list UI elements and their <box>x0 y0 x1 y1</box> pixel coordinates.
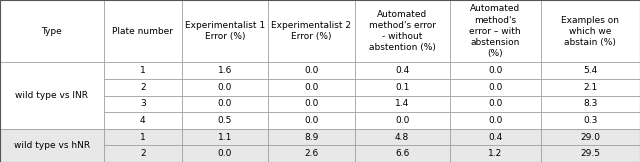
Text: 0.5: 0.5 <box>218 116 232 125</box>
Text: 0.0: 0.0 <box>218 83 232 92</box>
Bar <box>541 96 640 112</box>
Bar <box>355 96 450 112</box>
Bar <box>0 62 104 129</box>
Text: 29.5: 29.5 <box>580 149 600 158</box>
Bar <box>541 62 640 79</box>
Bar <box>450 112 541 129</box>
Bar <box>0 0 104 62</box>
Text: 29.0: 29.0 <box>580 133 600 142</box>
Text: 0.4: 0.4 <box>488 133 502 142</box>
Text: Type: Type <box>42 27 62 36</box>
Text: 3: 3 <box>140 99 145 108</box>
Bar <box>182 96 268 112</box>
Bar <box>541 0 640 62</box>
Bar <box>355 62 450 79</box>
Bar <box>355 79 450 96</box>
Bar <box>104 62 182 79</box>
Bar <box>541 79 640 96</box>
Text: 0.3: 0.3 <box>583 116 598 125</box>
Text: 1.4: 1.4 <box>395 99 410 108</box>
Bar <box>104 96 182 112</box>
Text: 4: 4 <box>140 116 145 125</box>
Bar <box>268 79 355 96</box>
Text: Examples on
which we
abstain (%): Examples on which we abstain (%) <box>561 16 620 47</box>
Bar <box>355 129 450 145</box>
Bar <box>450 62 541 79</box>
Text: 1.6: 1.6 <box>218 66 232 75</box>
Text: Experimentalist 1
Error (%): Experimentalist 1 Error (%) <box>185 21 265 41</box>
Text: 0.1: 0.1 <box>395 83 410 92</box>
Text: 0.0: 0.0 <box>304 116 319 125</box>
Bar <box>104 129 182 145</box>
Text: 0.0: 0.0 <box>218 99 232 108</box>
Text: 2: 2 <box>140 149 145 158</box>
Bar <box>268 129 355 145</box>
Bar <box>104 145 182 162</box>
Text: 5.4: 5.4 <box>583 66 597 75</box>
Bar <box>450 96 541 112</box>
Text: 0.0: 0.0 <box>218 149 232 158</box>
Bar <box>268 0 355 62</box>
Text: 0.0: 0.0 <box>488 83 502 92</box>
Bar <box>182 62 268 79</box>
Text: 0.0: 0.0 <box>488 116 502 125</box>
Bar <box>450 0 541 62</box>
Bar <box>450 145 541 162</box>
Bar <box>182 129 268 145</box>
Text: 0.0: 0.0 <box>395 116 410 125</box>
Text: Automated
method's
error – with
abstension
(%): Automated method's error – with abstensi… <box>469 5 521 58</box>
Bar <box>182 112 268 129</box>
Bar <box>450 129 541 145</box>
Bar <box>104 112 182 129</box>
Bar <box>541 145 640 162</box>
Text: 2.1: 2.1 <box>583 83 597 92</box>
Bar <box>355 0 450 62</box>
Text: 0.0: 0.0 <box>488 99 502 108</box>
Bar <box>104 79 182 96</box>
Bar <box>268 62 355 79</box>
Text: 1: 1 <box>140 133 145 142</box>
Text: wild type vs hNR: wild type vs hNR <box>14 141 90 150</box>
Text: 1: 1 <box>140 66 145 75</box>
Text: 0.0: 0.0 <box>488 66 502 75</box>
Bar <box>355 145 450 162</box>
Bar <box>104 0 182 62</box>
Text: 8.3: 8.3 <box>583 99 598 108</box>
Text: 1.2: 1.2 <box>488 149 502 158</box>
Bar <box>268 96 355 112</box>
Bar <box>355 112 450 129</box>
Text: 0.0: 0.0 <box>304 99 319 108</box>
Bar <box>450 79 541 96</box>
Text: 8.9: 8.9 <box>304 133 319 142</box>
Text: 0.4: 0.4 <box>395 66 410 75</box>
Text: 2.6: 2.6 <box>304 149 319 158</box>
Bar <box>182 0 268 62</box>
Bar <box>268 112 355 129</box>
Text: Automated
method's error
- without
abstention (%): Automated method's error - without abste… <box>369 10 436 52</box>
Bar <box>182 145 268 162</box>
Bar <box>541 129 640 145</box>
Text: 1.1: 1.1 <box>218 133 232 142</box>
Bar <box>268 145 355 162</box>
Text: Plate number: Plate number <box>112 27 173 36</box>
Text: 4.8: 4.8 <box>395 133 410 142</box>
Text: 2: 2 <box>140 83 145 92</box>
Text: 0.0: 0.0 <box>304 66 319 75</box>
Text: 6.6: 6.6 <box>395 149 410 158</box>
Bar <box>182 79 268 96</box>
Bar <box>541 112 640 129</box>
Text: 0.0: 0.0 <box>304 83 319 92</box>
Text: wild type vs lNR: wild type vs lNR <box>15 91 88 100</box>
Text: Experimentalist 2
Error (%): Experimentalist 2 Error (%) <box>271 21 351 41</box>
Bar <box>0 129 104 162</box>
